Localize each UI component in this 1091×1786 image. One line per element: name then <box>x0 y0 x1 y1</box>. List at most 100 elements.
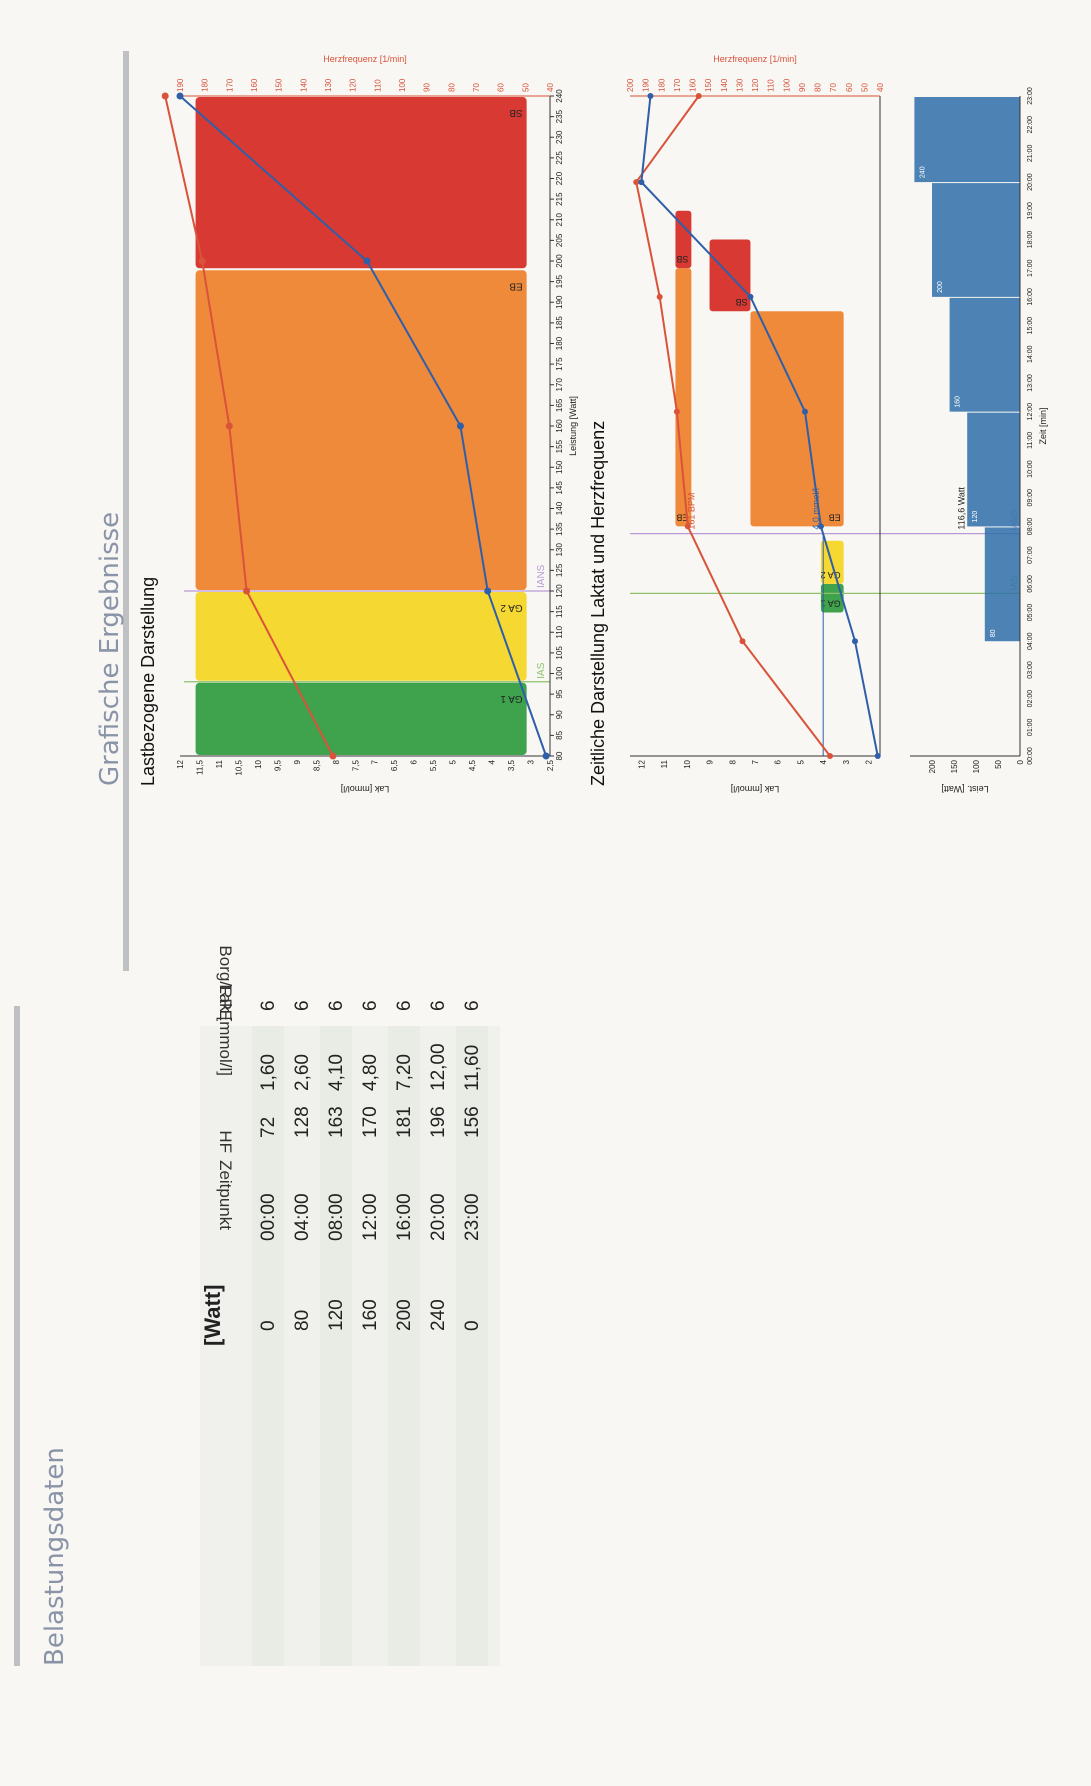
y2-tick-label: 170 <box>225 78 234 92</box>
y-tick-label: 10 <box>254 759 263 768</box>
series-point-0 <box>456 422 464 430</box>
cell-borg: 6 <box>360 1000 381 1011</box>
cell-borg: 6 <box>292 1000 313 1011</box>
cell-borg: 6 <box>428 1000 449 1011</box>
cell-time: 20:00 <box>428 1193 449 1241</box>
annotation-bpm: 161 BPM <box>686 493 696 530</box>
series-point-lactate <box>817 523 824 530</box>
y2-tick-label: 90 <box>423 83 432 92</box>
cell-lak: 7,20 <box>394 1054 415 1091</box>
section-title-belastungsdaten: Belastungsdaten <box>40 1447 70 1666</box>
series-point-lactate <box>802 408 808 415</box>
x-tick-label: 02:00 <box>1027 690 1034 708</box>
watt-header: [Watt] <box>200 1284 225 1347</box>
cell-hf: 156 <box>462 1106 483 1138</box>
y-tick-label: 9 <box>293 759 302 764</box>
x-tick-label: 14:00 <box>1027 345 1034 363</box>
cell-borg: 6 <box>258 1000 279 1011</box>
y2-tick-label: 100 <box>398 78 407 92</box>
y-tick-label: 6 <box>774 759 783 764</box>
annotation-lactate: 4,0 mmol/l <box>811 488 821 530</box>
series-point-lactate <box>874 753 881 759</box>
series-point-1 <box>225 422 233 430</box>
x-tick-label: 230 <box>555 130 564 144</box>
x-tick-label: 03:00 <box>1027 661 1034 679</box>
y-tick-label: 6,5 <box>390 759 399 771</box>
x-tick-label: 150 <box>555 460 564 474</box>
x-axis-label: Leistung [Watt] <box>568 396 578 456</box>
cell-watt: 200 <box>394 1299 415 1331</box>
x-tick-label: 06:00 <box>1027 575 1034 593</box>
cell-time: 23:00 <box>462 1193 483 1241</box>
y-tick-label: 8 <box>728 759 737 764</box>
power-tick-label: 50 <box>994 759 1003 768</box>
power-step <box>967 412 1021 527</box>
cell-borg: 6 <box>326 1000 347 1011</box>
x-tick-label: 07:00 <box>1027 546 1034 564</box>
series-point-hr <box>633 179 640 186</box>
zone-ga-1 <box>195 682 527 755</box>
cell-watt: 80 <box>292 1309 313 1331</box>
cell-hf: 128 <box>292 1106 313 1138</box>
cell-lak: 4,80 <box>360 1054 381 1091</box>
y-tick-label: 4 <box>819 759 828 764</box>
cell-time: 04:00 <box>292 1193 313 1241</box>
series-point-lactate <box>747 293 754 300</box>
x-tick-label: 11:00 <box>1027 432 1034 449</box>
cell-watt: 120 <box>326 1299 347 1331</box>
chart1-title: Lastbezogene Darstellung <box>138 576 158 786</box>
y-axis-label: Lak [mmol/l] <box>731 784 780 794</box>
series-point-1 <box>161 92 169 100</box>
y2-tick-label: 90 <box>798 83 807 92</box>
y2-tick-label: 70 <box>829 83 838 92</box>
y-tick-label: 8,5 <box>312 759 321 771</box>
y-tick-label: 8 <box>332 759 341 764</box>
chart-zeitlich: GA 1 GA 2 EB SB EB SB 4,0 mmol/l 161 BPM 116,6 W… <box>626 54 1048 794</box>
series-point-0 <box>176 92 184 100</box>
y2-tick-label: 140 <box>299 78 308 92</box>
y2-tick-label: 190 <box>176 78 185 92</box>
y2-tick-label: 190 <box>642 78 651 92</box>
y-tick-label: 2 <box>865 759 874 764</box>
series-point-hr <box>695 93 702 99</box>
x-tick-label: 180 <box>555 336 564 350</box>
x-tick-label: 85 <box>555 730 564 739</box>
cell-lak: 1,60 <box>258 1054 279 1091</box>
zone-box <box>675 268 692 527</box>
x-tick-label: 100 <box>555 666 564 680</box>
x-tick-label: 13:00 <box>1027 374 1034 392</box>
x-tick-label: 145 <box>555 481 564 495</box>
cell-lak: 4,10 <box>326 1054 347 1091</box>
x-tick-label: 23:00 <box>1027 87 1034 105</box>
x-tick-label: 175 <box>555 357 564 371</box>
x-tick-label: 22:00 <box>1027 116 1034 134</box>
chart-lastbezogen: GA 1GA 2EBSBIASIANS808590951001051101151… <box>161 54 578 794</box>
y2-tick-label: 80 <box>814 83 823 92</box>
y2-axis-label: Herzfrequenz [1/min] <box>323 54 407 64</box>
cell-hf: 163 <box>326 1106 347 1138</box>
x-tick-label: 110 <box>555 625 564 638</box>
power-step <box>914 97 1020 183</box>
series-point-hr <box>739 638 746 645</box>
x-tick-label: 210 <box>555 213 564 227</box>
power-tick-label: 100 <box>972 759 981 773</box>
y-tick-label: 9 <box>706 759 715 764</box>
power-tick-label: 200 <box>928 759 937 773</box>
cell-lak: 12,00 <box>428 1043 449 1091</box>
zone-label: EB <box>509 280 523 291</box>
y2-tick-label: 170 <box>673 78 682 92</box>
y2-tick-label: 110 <box>767 79 776 92</box>
chart2-title: Zeitliche Darstellung Laktat und Herzfre… <box>588 420 608 786</box>
marker-label-ians: IANS <box>536 564 547 588</box>
cell-lak: 2,60 <box>292 1054 313 1091</box>
x-tick-label: 115 <box>555 605 564 618</box>
marker-label-ias: IAS <box>536 662 547 678</box>
y-tick-label: 12 <box>637 759 646 768</box>
series-point-1 <box>198 257 206 265</box>
section-bar-left <box>14 1006 20 1666</box>
y-tick-label: 5 <box>449 759 458 764</box>
y-tick-label: 12 <box>176 759 185 768</box>
x-tick-label: 10:00 <box>1027 460 1034 478</box>
zone-eb <box>195 270 527 590</box>
y2-tick-label: 180 <box>201 78 210 92</box>
